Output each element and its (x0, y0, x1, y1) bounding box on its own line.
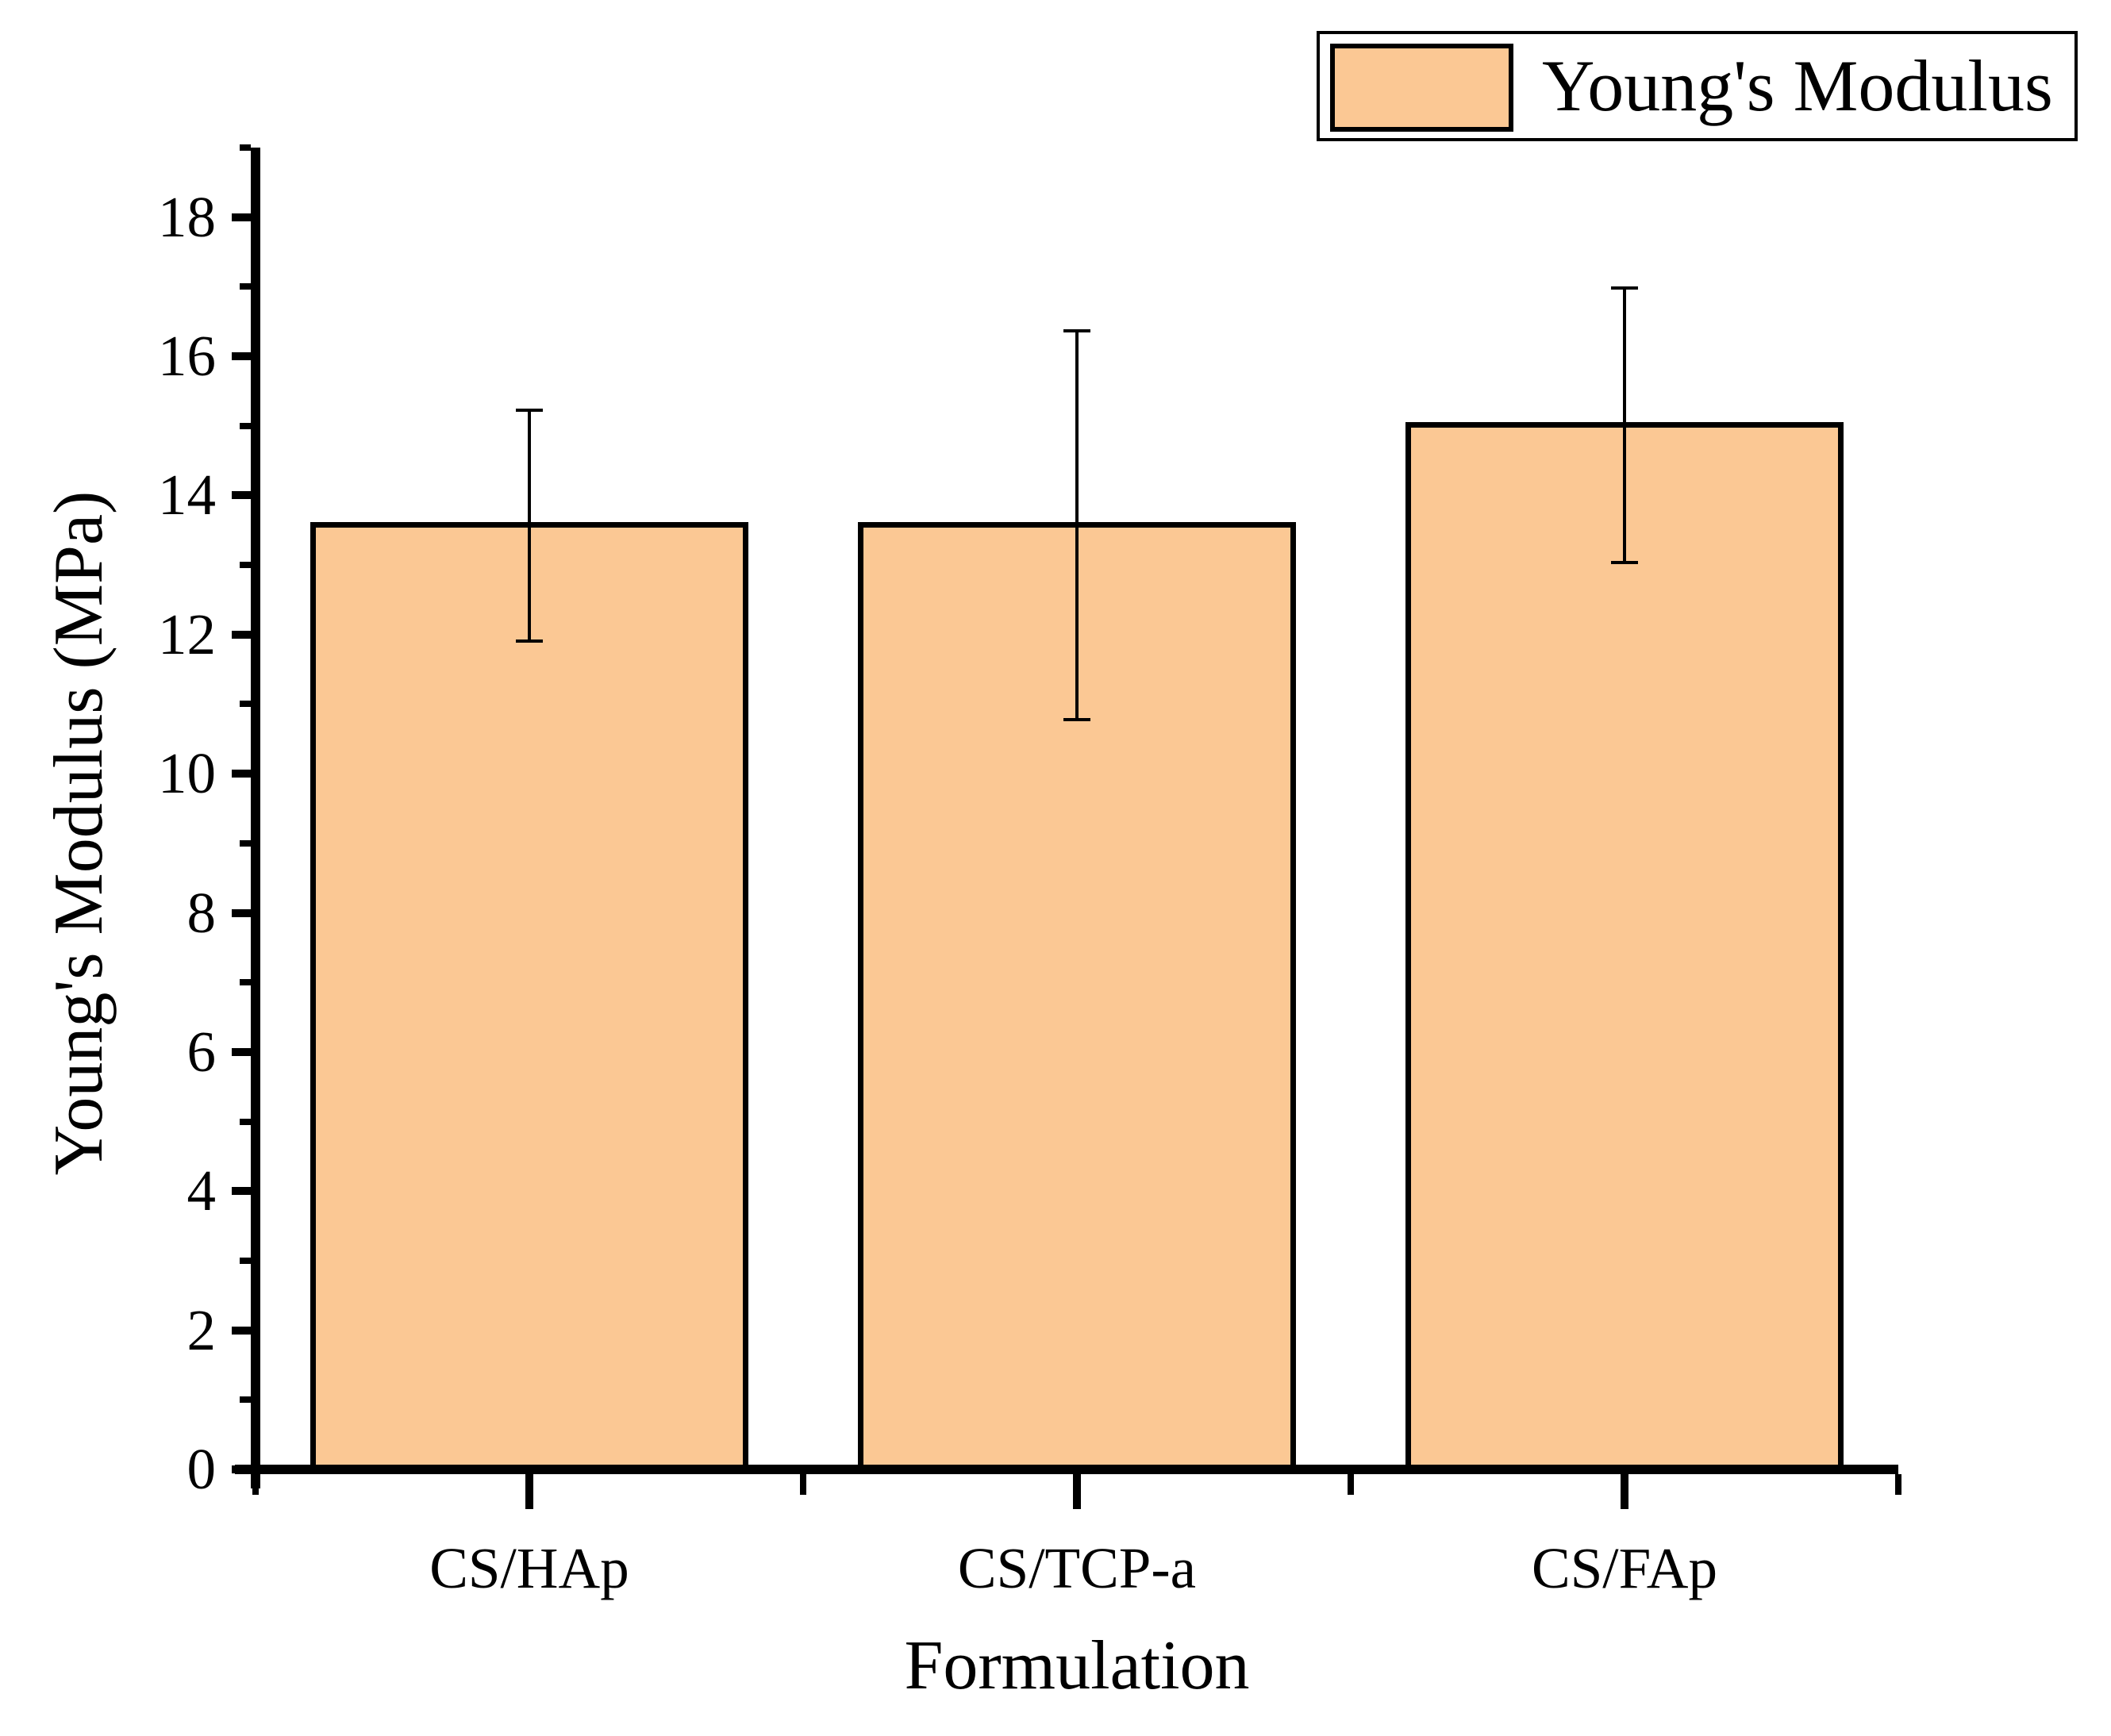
x-minor-tick (1895, 1474, 1901, 1495)
y-tick-label: 12 (158, 602, 216, 666)
y-tick-label: 8 (186, 881, 217, 945)
error-bar-cap-bottom (1063, 718, 1090, 721)
y-major-tick (232, 1048, 251, 1056)
bar-cs-fap (1405, 422, 1844, 1473)
y-minor-tick (240, 840, 251, 847)
y-minor-tick (240, 1258, 251, 1264)
x-minor-tick (1348, 1474, 1354, 1495)
error-bar-line (1623, 288, 1626, 563)
error-bar-cap-top (516, 409, 543, 412)
error-bar-cap-bottom (516, 639, 543, 643)
y-minor-tick (240, 1119, 251, 1125)
y-major-tick (232, 491, 251, 499)
y-axis-line (251, 148, 260, 1488)
y-minor-tick (240, 144, 251, 151)
x-tick-label: CS/TCP-a (957, 1536, 1197, 1600)
y-major-tick (232, 1187, 251, 1195)
y-major-tick (232, 213, 251, 221)
bar-cs-hap (310, 522, 748, 1473)
x-tick-label: CS/FAp (1532, 1536, 1717, 1600)
legend-swatch (1330, 44, 1513, 132)
y-minor-tick (240, 562, 251, 568)
y-axis-title: Young's Modulus (MPa) (40, 490, 117, 1176)
y-tick-label: 6 (186, 1020, 217, 1084)
x-major-tick (1621, 1474, 1628, 1509)
y-major-tick (232, 1327, 251, 1335)
y-tick-label: 14 (158, 463, 216, 527)
x-axis-line (235, 1465, 1898, 1474)
y-major-tick (232, 1465, 251, 1473)
error-bar-line (1075, 331, 1079, 720)
legend-label: Young's Modulus (1542, 45, 2053, 126)
y-tick-label: 16 (158, 324, 216, 388)
y-tick-label: 10 (158, 741, 216, 805)
y-major-tick (232, 770, 251, 778)
y-tick-label: 0 (186, 1437, 217, 1501)
y-tick-label: 4 (186, 1158, 217, 1223)
error-bar-cap-top (1611, 286, 1638, 290)
y-major-tick (232, 631, 251, 639)
x-axis-title: Formulation (904, 1627, 1250, 1704)
y-minor-tick (240, 1396, 251, 1403)
y-major-tick (232, 909, 251, 917)
y-minor-tick (240, 701, 251, 707)
x-tick-label: CS/HAp (429, 1536, 629, 1600)
x-major-tick (525, 1474, 533, 1509)
y-minor-tick (240, 283, 251, 290)
x-major-tick (1073, 1474, 1081, 1509)
error-bar-cap-bottom (1611, 561, 1638, 564)
y-minor-tick (240, 979, 251, 985)
y-tick-label: 18 (158, 185, 216, 249)
error-bar-cap-top (1063, 329, 1090, 332)
legend: Young's Modulus (1317, 31, 2078, 141)
y-minor-tick (240, 423, 251, 429)
error-bar-line (528, 410, 531, 641)
x-minor-tick (800, 1474, 806, 1495)
y-major-tick (232, 352, 251, 360)
x-minor-tick (252, 1474, 259, 1495)
y-tick-label: 2 (186, 1298, 217, 1362)
